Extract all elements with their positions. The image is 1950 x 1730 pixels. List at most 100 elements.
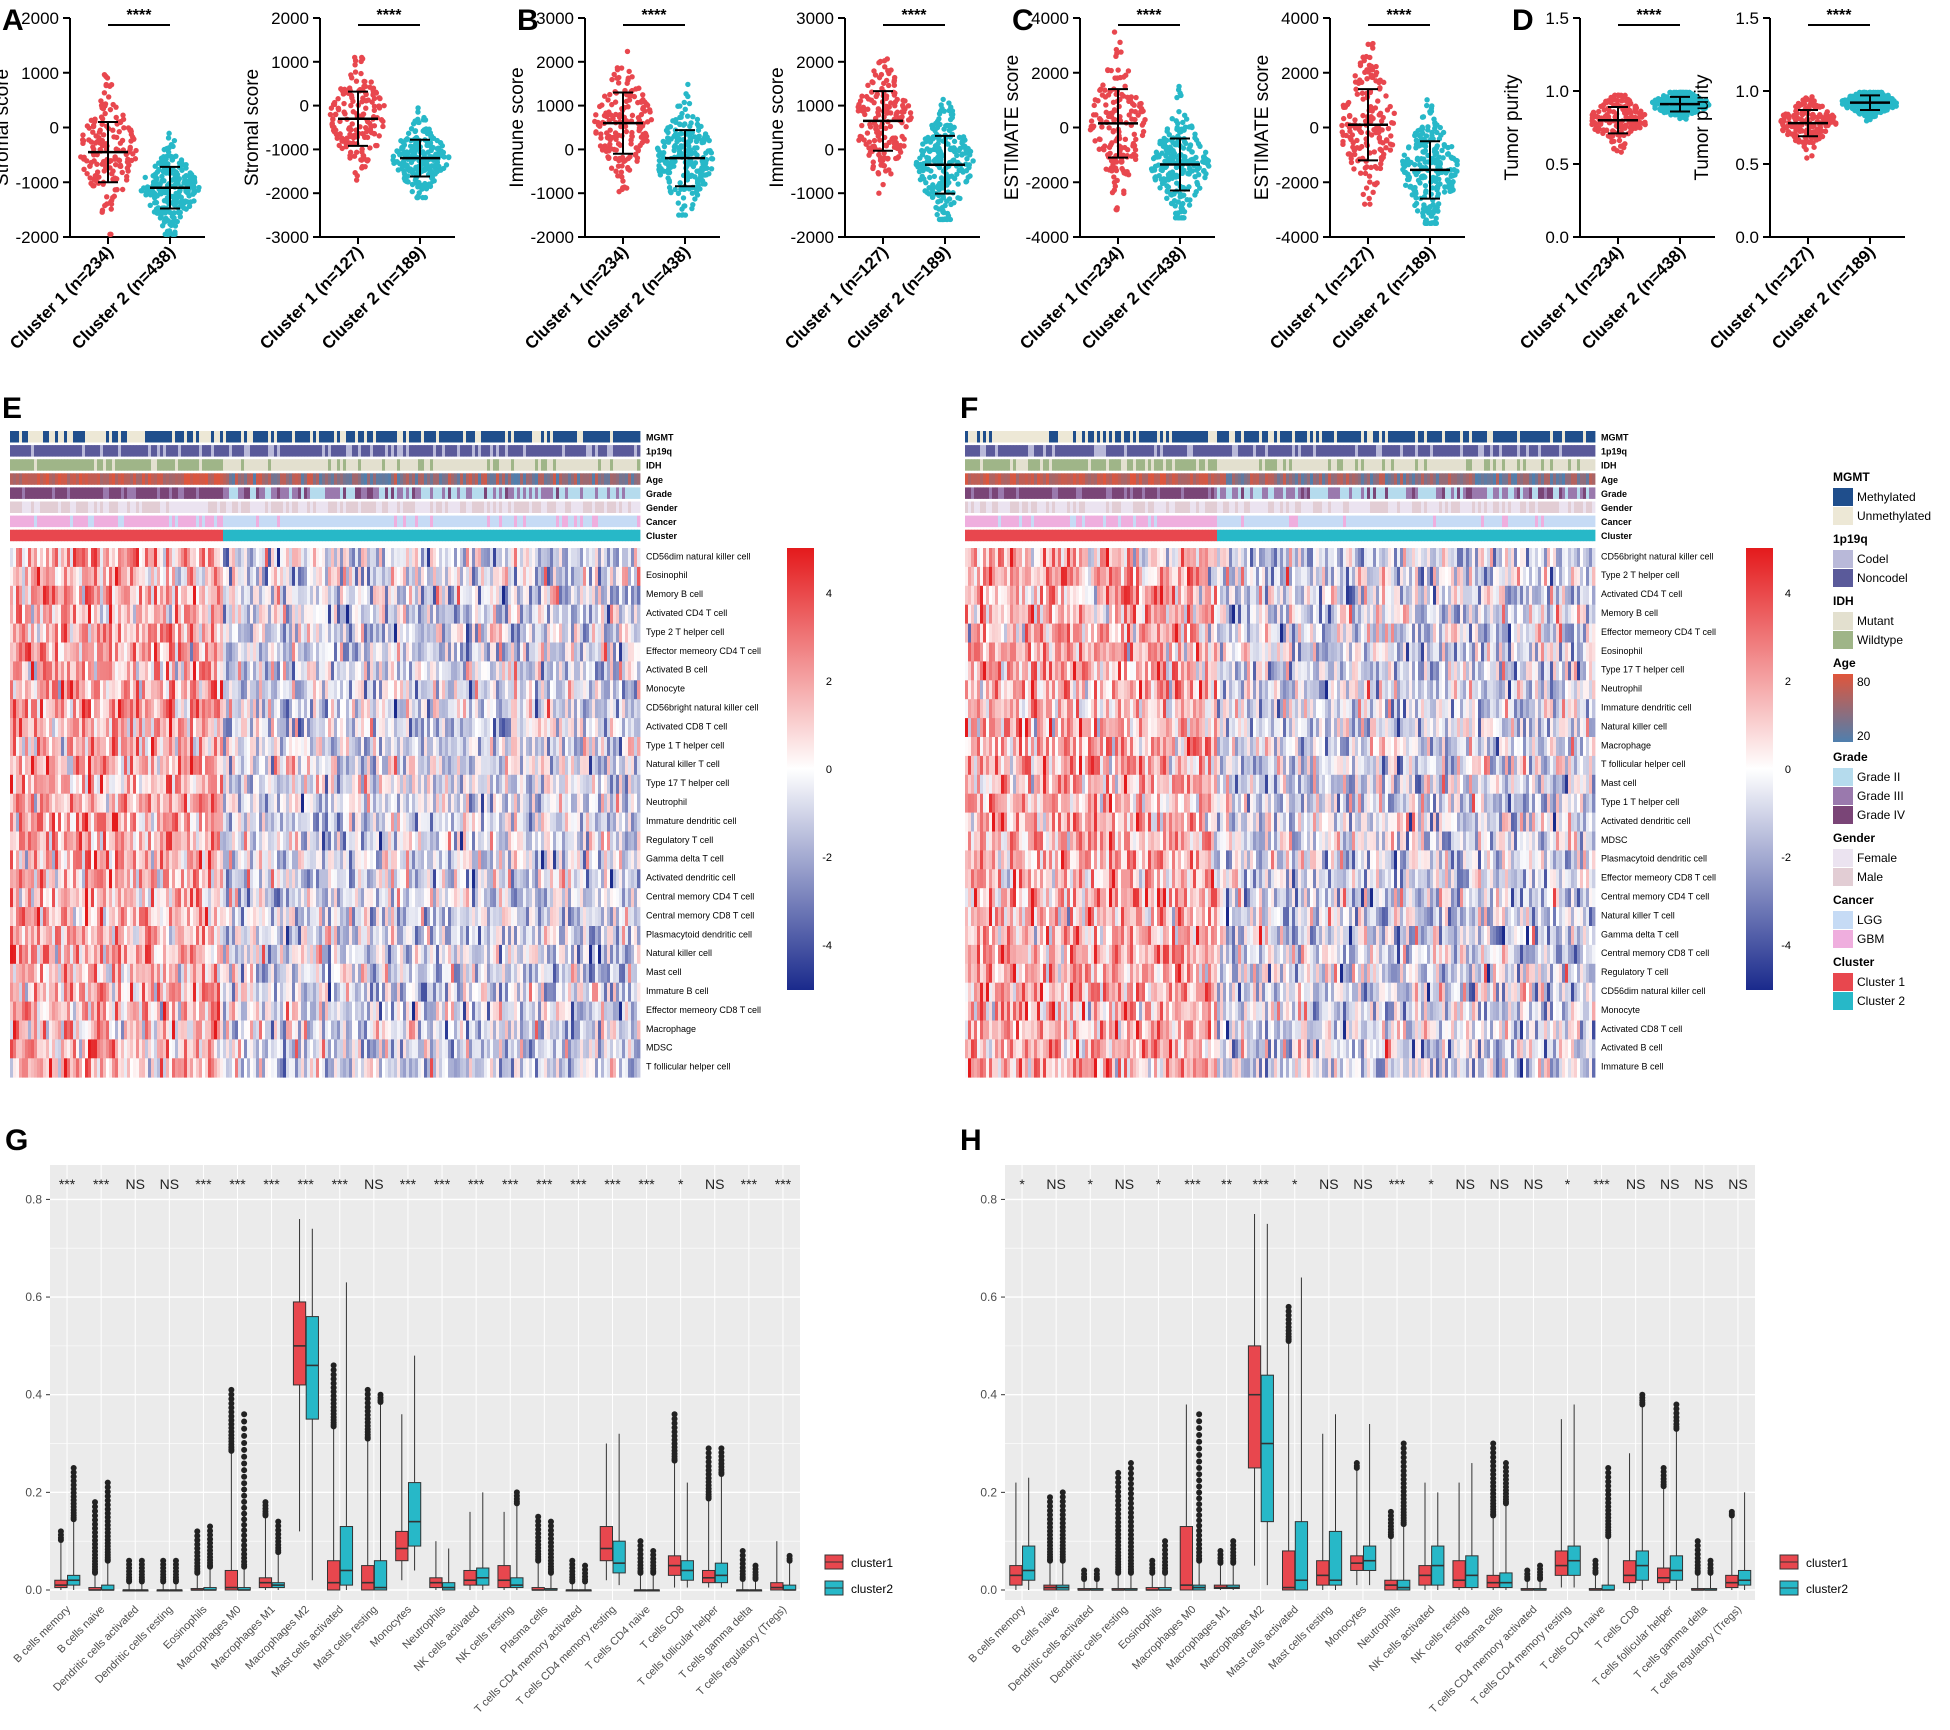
annotation-cell [559,445,563,457]
y-tick-label: 2000 [796,53,834,72]
annotation-cell [349,487,353,499]
y-tick-label: -2000 [531,228,574,247]
annotation-cell [28,445,32,457]
data-point [171,210,177,216]
annotation-cell [580,473,584,485]
annotation-cell [370,431,374,443]
data-point [883,95,889,102]
data-point [1413,195,1419,201]
annotation-cell [289,473,293,485]
annotation-cell [592,459,596,471]
annotation-cell [496,473,500,485]
annotation-cell [22,501,26,513]
annotation-cell [574,431,578,443]
annotation-cell [106,459,110,471]
annotation-cell [241,473,245,485]
data-point [347,133,354,140]
annotation-cell [100,501,104,513]
data-point [1436,176,1442,182]
annotation-cell [565,459,569,471]
data-point [677,151,684,157]
annotation-cell [313,515,317,528]
annotation-cell [202,473,206,485]
data-point [1610,95,1616,102]
data-point [900,97,906,104]
annotation-cell [55,431,59,443]
data-point [414,145,420,151]
annotation-cell [511,487,515,499]
annotation-cell [328,459,332,471]
annotation-cell [100,445,104,457]
annotation-cell [226,473,230,485]
annotation-cell [67,501,71,513]
annotation-cell [274,459,278,471]
annotation-cell [91,501,95,513]
annotation-cell [388,473,392,485]
annotation-cell [133,529,137,542]
data-point [1621,94,1628,100]
data-point [608,112,614,118]
data-point [1343,132,1349,139]
data-point [1804,155,1810,161]
annotation-cell [115,431,119,443]
annotation-cell [559,459,563,471]
annotation-cell [241,515,245,528]
data-point [1340,141,1346,147]
annotation-cell [415,473,419,485]
data-point [367,84,373,90]
data-point [103,82,109,89]
data-point [865,82,871,89]
data-point [1376,135,1383,142]
data-point [1164,126,1171,132]
data-point [1186,184,1192,190]
annotation-cell [466,515,470,528]
annotation-cell [307,431,311,443]
annotation-cell [427,501,431,513]
annotation-cell [487,487,491,499]
annotation-cell [262,473,266,485]
annotation-cell [487,459,491,471]
annotation-cell [484,445,488,457]
data-point [920,148,927,154]
annotation-cell [523,487,527,499]
annotation-cell [418,473,422,485]
annotation-cell [619,459,623,471]
data-point [1791,112,1797,119]
annotation-cell [268,459,272,471]
annotation-cell [103,487,107,499]
data-point [1867,110,1874,117]
annotation-cell [400,487,404,499]
data-point [633,86,639,92]
annotation-cell [277,473,281,485]
annotation-cell [184,515,188,528]
data-point [631,93,638,100]
annotation-cell [562,445,566,457]
annotation-cell [241,459,245,471]
annotation-cell [193,515,197,528]
annotation-cell [235,473,239,485]
annotation-cell [526,459,530,471]
annotation-cell [67,431,71,443]
annotation-cell [169,459,173,471]
annotation-cell [370,501,374,513]
annotation-cell [31,445,35,457]
annotation-cell [100,459,104,471]
data-point [618,65,625,71]
annotation-cell [82,445,86,457]
data-point [881,58,888,64]
data-point [90,182,96,189]
data-point [640,104,646,111]
data-point [343,136,349,143]
data-point [1188,157,1194,163]
data-point [181,205,187,211]
annotation-cell [508,515,512,528]
annotation-cell [241,445,245,457]
annotation-cell [193,487,197,499]
annotation-cell [559,431,563,443]
annotation-cell [235,501,239,513]
data-point [1110,99,1117,106]
annotation-cell [460,473,464,485]
data-point [1412,202,1418,209]
data-point [1445,178,1451,185]
